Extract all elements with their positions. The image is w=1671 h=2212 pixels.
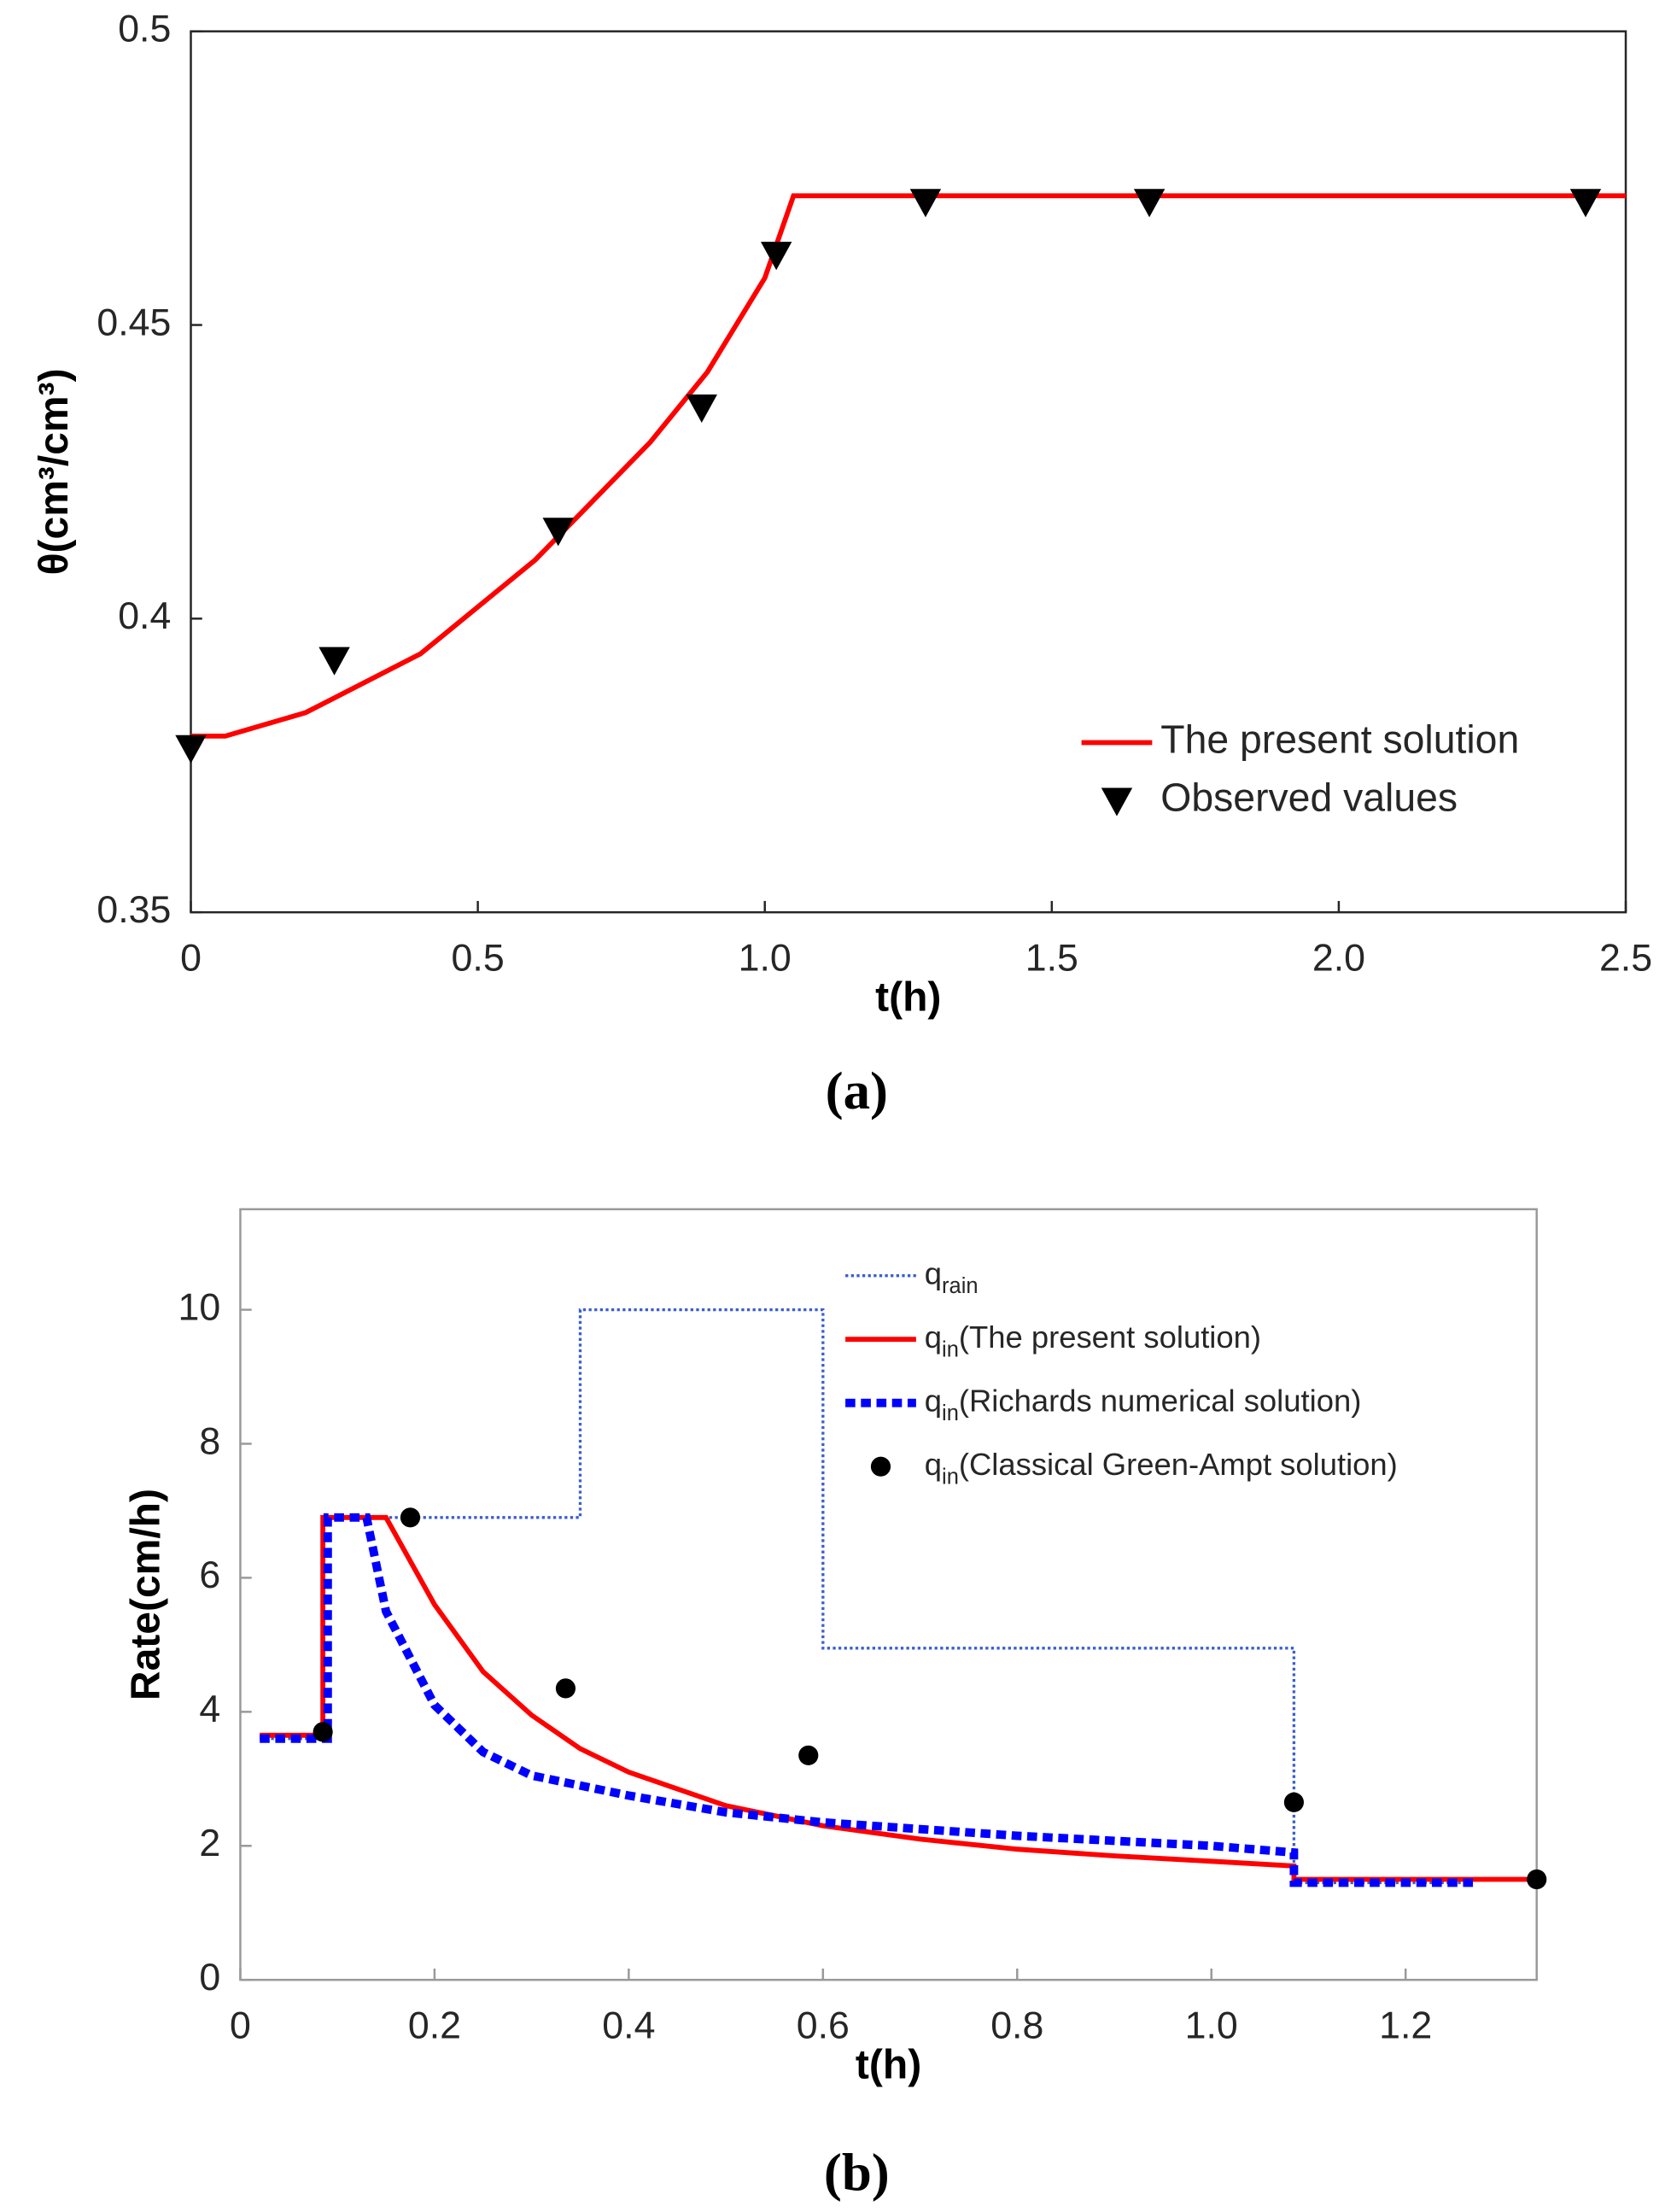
legend-suffix: (Classical Green-Ampt solution)	[959, 1447, 1398, 1482]
legend-name: Observed values	[1160, 775, 1458, 820]
legend-subscript: rain	[942, 1274, 979, 1298]
x-tick-label: 2.0	[1312, 937, 1365, 979]
legend-name: The present solution	[1160, 717, 1519, 762]
legend-name: q	[925, 1447, 942, 1482]
y-tick-label: 6	[199, 1554, 220, 1596]
y-tick-label: 0	[199, 1957, 220, 1998]
marker	[1569, 189, 1602, 218]
y-axis-label: θ(cm³/cm³)	[32, 368, 77, 575]
x-tick-label: 0.4	[602, 2004, 655, 2046]
legend-label: Observed values	[1160, 775, 1458, 820]
y-tick-label: 4	[199, 1688, 220, 1730]
marker	[1133, 189, 1166, 218]
marker	[760, 242, 792, 271]
y-tick-label: 8	[199, 1420, 220, 1462]
marker	[318, 647, 350, 676]
marker	[870, 1456, 891, 1477]
legend-label: qrain	[925, 1255, 979, 1297]
y-tick-label: 0.45	[96, 301, 171, 343]
marker	[798, 1745, 819, 1765]
legend-label: qin(Richards numerical solution)	[925, 1383, 1362, 1425]
plot-frame	[239, 1208, 1538, 1981]
x-tick-label: 2.5	[1599, 937, 1652, 979]
marker	[555, 1678, 576, 1699]
y-tick-label: 0.5	[118, 9, 171, 50]
marker	[1283, 1792, 1304, 1812]
legend-suffix: (The present solution)	[959, 1320, 1261, 1355]
x-axis-label: t(h)	[875, 975, 941, 1021]
legend-subscript: in	[942, 1465, 959, 1489]
x-tick-label: 1.0	[1185, 2004, 1238, 2046]
marker	[542, 518, 574, 547]
marker	[400, 1507, 421, 1528]
x-tick-label: 1.5	[1025, 937, 1078, 979]
x-tick-label: 1.2	[1379, 2004, 1432, 2046]
marker	[686, 394, 717, 424]
caption: (b)	[824, 2142, 890, 2202]
marker	[1527, 1869, 1547, 1890]
legend-name: q	[925, 1383, 942, 1418]
x-tick-label: 0.2	[408, 2004, 461, 2046]
x-axis-label: t(h)	[856, 2043, 921, 2088]
x-tick-label: 0	[180, 937, 202, 979]
marker	[1101, 787, 1133, 816]
y-tick-label: 2	[199, 1823, 220, 1864]
data-line	[190, 193, 1627, 739]
plot-frame	[190, 30, 1627, 914]
y-tick-label: 10	[178, 1286, 221, 1328]
x-tick-label: 0	[230, 2004, 251, 2046]
y-tick-label: 0.4	[118, 595, 171, 637]
legend-subscript: in	[942, 1337, 959, 1361]
x-tick-label: 0.5	[452, 937, 505, 979]
x-tick-label: 1.0	[739, 937, 792, 979]
legend-label: The present solution	[1160, 717, 1519, 762]
data-line	[260, 1513, 1474, 1887]
marker	[313, 1722, 333, 1742]
data-line	[260, 1308, 1474, 1885]
y-tick-label: 0.35	[96, 889, 171, 931]
data-line	[260, 1514, 1533, 1882]
legend-label: qin(Classical Green-Ampt solution)	[925, 1447, 1398, 1489]
x-tick-label: 0.6	[797, 2004, 850, 2046]
legend-name: q	[925, 1255, 942, 1290]
legend-label: qin(The present solution)	[925, 1320, 1261, 1361]
marker	[909, 189, 942, 218]
legend-subscript: in	[942, 1402, 959, 1425]
x-tick-label: 0.8	[990, 2004, 1043, 2046]
legend-name: q	[925, 1320, 942, 1355]
y-axis-label: Rate(cm/h)	[124, 1489, 169, 1700]
marker	[175, 734, 207, 764]
legend-suffix: (Richards numerical solution)	[959, 1383, 1361, 1418]
caption: (a)	[826, 1061, 888, 1121]
